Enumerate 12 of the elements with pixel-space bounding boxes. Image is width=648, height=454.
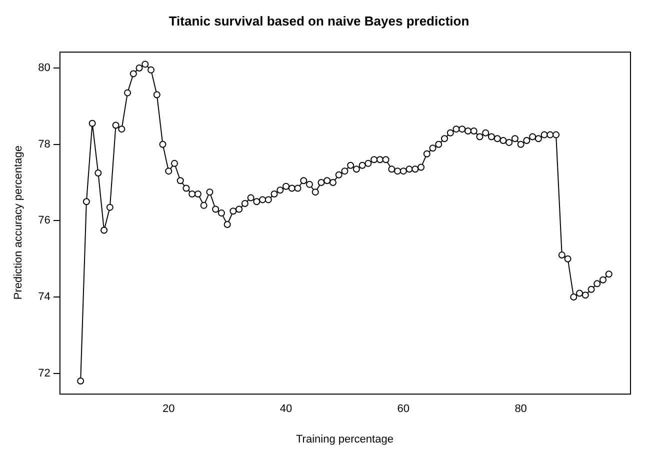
y-tick-label: 72 — [38, 367, 50, 380]
x-tick-label: 80 — [514, 403, 527, 416]
x-tick-label: 40 — [280, 403, 292, 416]
x-axis-title: Training percentage — [296, 433, 394, 446]
y-axis-title: Prediction accuracy percentage — [12, 146, 25, 300]
y-tick-label: 74 — [38, 291, 50, 304]
x-tick-label: 60 — [397, 403, 410, 416]
x-tick-label: 20 — [162, 403, 175, 416]
y-tick-label: 76 — [38, 214, 50, 227]
y-tick-label: 80 — [38, 62, 50, 74]
y-tick-label: 78 — [38, 138, 50, 150]
chart-title: Titanic survival based on naive Bayes prediction — [168, 13, 470, 28]
